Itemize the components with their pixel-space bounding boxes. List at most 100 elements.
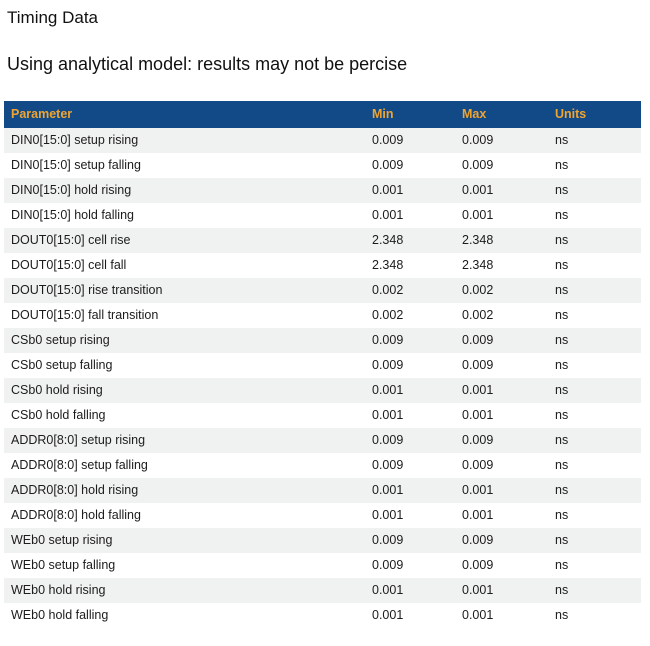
cell-max: 0.001: [462, 482, 494, 497]
cell-max: 0.002: [462, 282, 494, 297]
cell-units: ns: [555, 482, 569, 497]
cell-max: 2.348: [462, 232, 494, 247]
table-row: WEb0 setup rising 0.009 0.009 ns: [4, 527, 641, 553]
cell-min: 0.009: [372, 457, 404, 472]
cell-parameter: WEb0 hold rising: [11, 582, 106, 597]
cell-min: 0.001: [372, 207, 404, 222]
cell-parameter: DOUT0[15:0] rise transition: [11, 282, 163, 297]
cell-units: ns: [555, 207, 569, 222]
cell-min: 0.001: [372, 507, 404, 522]
cell-max: 0.009: [462, 332, 494, 347]
column-header-units: Units: [548, 100, 641, 128]
cell-units: ns: [555, 532, 569, 547]
table-row: WEb0 hold falling 0.001 0.001 ns: [4, 602, 641, 628]
table-row: CSb0 hold falling 0.001 0.001 ns: [4, 402, 641, 428]
table-row: ADDR0[8:0] setup rising 0.009 0.009 ns: [4, 427, 641, 453]
cell-parameter: WEb0 setup falling: [11, 557, 116, 572]
cell-max: 2.348: [462, 257, 494, 272]
table-row: ADDR0[8:0] hold rising 0.001 0.001 ns: [4, 477, 641, 503]
cell-parameter: DIN0[15:0] hold rising: [11, 182, 132, 197]
timing-data-table: Parameter Min Max Units DIN0[15:0] setup…: [4, 100, 641, 628]
cell-min: 0.001: [372, 582, 404, 597]
cell-units: ns: [555, 357, 569, 372]
table-row: DOUT0[15:0] cell rise 2.348 2.348 ns: [4, 227, 641, 253]
table-row: CSb0 setup rising 0.009 0.009 ns: [4, 327, 641, 353]
cell-parameter: CSb0 hold falling: [11, 407, 106, 422]
cell-parameter: ADDR0[8:0] setup falling: [11, 457, 148, 472]
cell-parameter: DOUT0[15:0] cell rise: [11, 232, 131, 247]
cell-max: 0.002: [462, 307, 494, 322]
cell-units: ns: [555, 557, 569, 572]
cell-units: ns: [555, 432, 569, 447]
cell-parameter: ADDR0[8:0] hold rising: [11, 482, 139, 497]
table-header-row: Parameter Min Max Units: [4, 100, 641, 128]
cell-min: 0.001: [372, 407, 404, 422]
cell-units: ns: [555, 182, 569, 197]
cell-parameter: WEb0 setup rising: [11, 532, 113, 547]
table-row: CSb0 setup falling 0.009 0.009 ns: [4, 352, 641, 378]
table-body: DIN0[15:0] setup rising 0.009 0.009 ns DIN0[…: [4, 127, 641, 628]
cell-parameter: ADDR0[8:0] hold falling: [11, 507, 141, 522]
cell-max: 0.009: [462, 457, 494, 472]
cell-max: 0.009: [462, 432, 494, 447]
column-header-max: Max: [455, 100, 548, 128]
cell-max: 0.009: [462, 532, 494, 547]
cell-units: ns: [555, 232, 569, 247]
cell-min: 0.002: [372, 282, 404, 297]
cell-parameter: DIN0[15:0] hold falling: [11, 207, 134, 222]
cell-min: 0.009: [372, 132, 404, 147]
cell-min: 0.009: [372, 357, 404, 372]
page-subtitle: Using analytical model: results may not …: [7, 54, 408, 75]
page-title: Timing Data: [7, 8, 99, 27]
cell-parameter: CSb0 setup falling: [11, 357, 113, 372]
cell-max: 0.001: [462, 182, 494, 197]
cell-max: 0.001: [462, 382, 494, 397]
cell-parameter: ADDR0[8:0] setup rising: [11, 432, 146, 447]
cell-min: 0.009: [372, 532, 404, 547]
cell-parameter: DIN0[15:0] setup falling: [11, 157, 141, 172]
cell-units: ns: [555, 407, 569, 422]
table-row: DOUT0[15:0] fall transition 0.002 0.002 ns: [4, 302, 641, 328]
table-row: DIN0[15:0] hold rising 0.001 0.001 ns: [4, 177, 641, 203]
table-row: ADDR0[8:0] setup falling 0.009 0.009 ns: [4, 452, 641, 478]
table-row: DIN0[15:0] setup rising 0.009 0.009 ns: [4, 127, 641, 153]
cell-max: 0.001: [462, 207, 494, 222]
table-row: WEb0 hold rising 0.001 0.001 ns: [4, 577, 641, 603]
table-row: DIN0[15:0] setup falling 0.009 0.009 ns: [4, 152, 641, 178]
cell-min: 0.001: [372, 482, 404, 497]
table-row: WEb0 setup falling 0.009 0.009 ns: [4, 552, 641, 578]
cell-parameter: CSb0 hold rising: [11, 382, 103, 397]
cell-parameter: DIN0[15:0] setup rising: [11, 132, 139, 147]
table-row: ADDR0[8:0] hold falling 0.001 0.001 ns: [4, 502, 641, 528]
cell-units: ns: [555, 582, 569, 597]
cell-units: ns: [555, 282, 569, 297]
cell-units: ns: [555, 607, 569, 622]
cell-parameter: DOUT0[15:0] fall transition: [11, 307, 159, 322]
cell-max: 0.001: [462, 507, 494, 522]
cell-parameter: CSb0 setup rising: [11, 332, 110, 347]
column-header-parameter: Parameter: [4, 100, 365, 128]
cell-units: ns: [555, 257, 569, 272]
cell-min: 0.001: [372, 382, 404, 397]
cell-max: 0.009: [462, 557, 494, 572]
cell-max: 0.001: [462, 607, 494, 622]
cell-units: ns: [555, 132, 569, 147]
table-row: CSb0 hold rising 0.001 0.001 ns: [4, 377, 641, 403]
cell-min: 2.348: [372, 232, 404, 247]
cell-min: 0.001: [372, 182, 404, 197]
cell-min: 0.001: [372, 607, 404, 622]
cell-units: ns: [555, 382, 569, 397]
cell-min: 0.009: [372, 157, 404, 172]
cell-units: ns: [555, 457, 569, 472]
cell-units: ns: [555, 307, 569, 322]
column-header-min: Min: [365, 100, 455, 128]
table-row: DOUT0[15:0] rise transition 0.002 0.002 ns: [4, 277, 641, 303]
table-row: DOUT0[15:0] cell fall 2.348 2.348 ns: [4, 252, 641, 278]
cell-min: 2.348: [372, 257, 404, 272]
cell-units: ns: [555, 332, 569, 347]
cell-parameter: DOUT0[15:0] cell fall: [11, 257, 127, 272]
cell-max: 0.001: [462, 407, 494, 422]
cell-min: 0.009: [372, 332, 404, 347]
table-row: DIN0[15:0] hold falling 0.001 0.001 ns: [4, 202, 641, 228]
